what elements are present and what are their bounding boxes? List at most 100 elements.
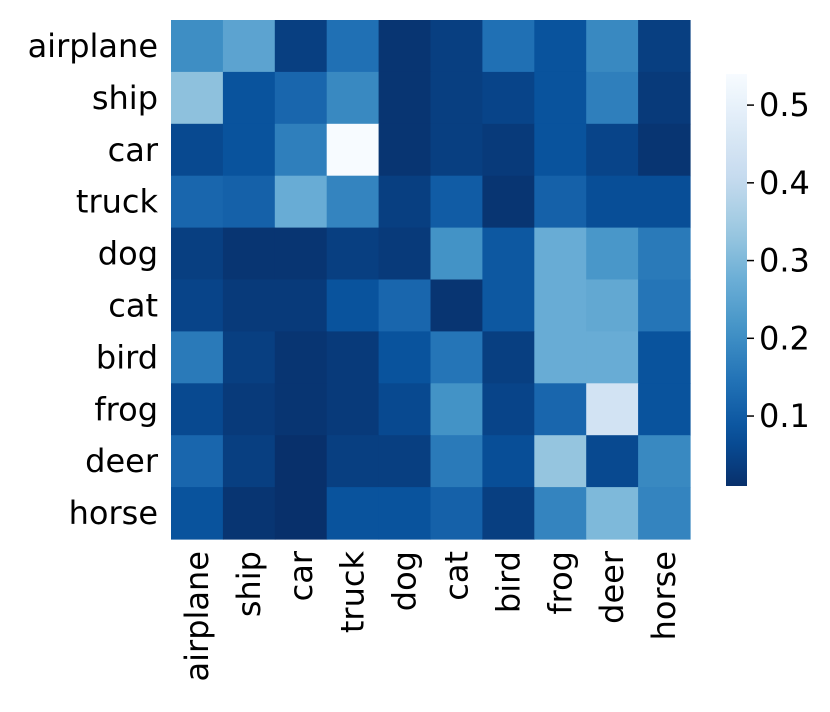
- row-tick-labels: airplane ship car truck dog cat bird frog deer ho…: [28, 27, 159, 532]
- heatmap-cell: [534, 123, 587, 177]
- heatmap-cell: [378, 487, 432, 540]
- heatmap-cell: [326, 227, 380, 281]
- heatmap-cell: [638, 175, 691, 229]
- heatmap-cell: [638, 435, 691, 488]
- heatmap-cell: [171, 20, 224, 73]
- heatmap-cell: [274, 71, 328, 125]
- heatmap-cell: [222, 331, 276, 384]
- row-tick-label: dog: [98, 235, 158, 273]
- heatmap-cell: [430, 123, 483, 177]
- heatmap-cell: [586, 175, 639, 229]
- row-tick-label: car: [108, 131, 159, 169]
- heatmap-cell: [482, 175, 535, 229]
- heatmap-cell: [430, 331, 483, 384]
- heatmap-cell: [430, 227, 483, 281]
- colorbar-tick-label: 0.5: [759, 86, 810, 124]
- heatmap-cell: [378, 383, 432, 436]
- heatmap-cell: [638, 20, 691, 73]
- heatmap-cell: [482, 123, 535, 177]
- column-tick-labels: airplane ship car truck dog cat bird frog deer ho…: [178, 550, 683, 681]
- heatmap-cell: [430, 279, 483, 332]
- heatmap-cell: [586, 227, 639, 281]
- heatmap-cell: [274, 487, 328, 540]
- colorbar: [726, 74, 747, 486]
- colorbar-tick-label: 0.2: [759, 319, 810, 357]
- heatmap-cell: [171, 123, 224, 177]
- row-tick-label: ship: [92, 79, 158, 117]
- heatmap-cell: [482, 20, 535, 73]
- heatmap-cell: [274, 123, 328, 177]
- row-tick-label: airplane: [28, 27, 158, 65]
- heatmap-cell: [430, 71, 483, 125]
- heatmap-cell: [482, 435, 535, 488]
- heatmap-cell: [430, 175, 483, 229]
- heatmap-cell: [534, 71, 587, 125]
- heatmap-cell: [274, 435, 328, 488]
- heatmap-cell: [222, 20, 276, 73]
- heatmap-cell: [638, 383, 691, 436]
- heatmap-cell: [638, 487, 691, 540]
- heatmap-cell: [378, 123, 432, 177]
- heatmap-cell: [326, 331, 380, 384]
- heatmap-cell: [326, 487, 380, 540]
- heatmap-cell: [534, 435, 587, 488]
- heatmap-cell: [171, 227, 224, 281]
- heatmap-cell: [274, 20, 328, 73]
- column-tick-label: cat: [437, 551, 475, 601]
- heatmap-cell: [586, 435, 639, 488]
- heatmap-cell: [482, 279, 535, 332]
- heatmap-cell: [222, 123, 276, 177]
- heatmap-cell: [586, 123, 639, 177]
- heatmap-cell: [222, 227, 276, 281]
- row-tick-label: bird: [96, 338, 158, 376]
- column-tick-label: airplane: [178, 551, 216, 681]
- heatmap-cell: [482, 331, 535, 384]
- heatmap-cell: [638, 123, 691, 177]
- colorbar-tick-label: 0.1: [759, 397, 810, 435]
- heatmap-cell: [326, 71, 380, 125]
- row-tick-label: horse: [69, 494, 158, 532]
- column-tick-label: car: [282, 550, 320, 601]
- column-tick-label: truck: [334, 551, 372, 634]
- heatmap-cell: [274, 175, 328, 229]
- heatmap-cell: [274, 227, 328, 281]
- heatmap-cell: [326, 383, 380, 436]
- heatmap-cell: [534, 175, 587, 229]
- heatmap-cell: [274, 279, 328, 332]
- heatmap-cell: [638, 71, 691, 125]
- heatmap-cell: [638, 331, 691, 384]
- heatmap-cell: [171, 383, 224, 436]
- heatmap-cell: [430, 20, 483, 73]
- heatmap-cell: [222, 175, 276, 229]
- heatmap-cell: [638, 227, 691, 281]
- heatmap-cell: [378, 331, 432, 384]
- heatmap-cell: [326, 123, 380, 177]
- colorbar-ticks: 0.1 0.2 0.3 0.4 0.5: [747, 86, 810, 435]
- row-tick-label: deer: [85, 442, 159, 480]
- column-tick-label: deer: [593, 550, 631, 624]
- heatmap-cell: [326, 279, 380, 332]
- heatmap-cell: [274, 331, 328, 384]
- heatmap-cell: [171, 331, 224, 384]
- heatmap-cell: [430, 383, 483, 436]
- heatmap-cell: [586, 279, 639, 332]
- heatmap-cell: [222, 71, 276, 125]
- heatmap-cell: [586, 487, 639, 540]
- column-tick-label: bird: [489, 551, 527, 613]
- heatmap-cell: [482, 383, 535, 436]
- heatmap-cell: [378, 279, 432, 332]
- heatmap-cell: [430, 435, 483, 488]
- heatmap-cell: [534, 383, 587, 436]
- heatmap-cell: [482, 487, 535, 540]
- heatmap-cell: [534, 487, 587, 540]
- heatmap-cell: [586, 331, 639, 384]
- column-tick-label: dog: [386, 551, 424, 611]
- heatmap-cell: [482, 71, 535, 125]
- heatmap-cell: [171, 175, 224, 229]
- column-tick-label: ship: [230, 551, 268, 617]
- heatmap-cell: [222, 487, 276, 540]
- heatmap-cell: [534, 279, 587, 332]
- heatmap-cell: [171, 279, 224, 332]
- heatmap-cell: [326, 435, 380, 488]
- heatmap-cell: [534, 20, 587, 73]
